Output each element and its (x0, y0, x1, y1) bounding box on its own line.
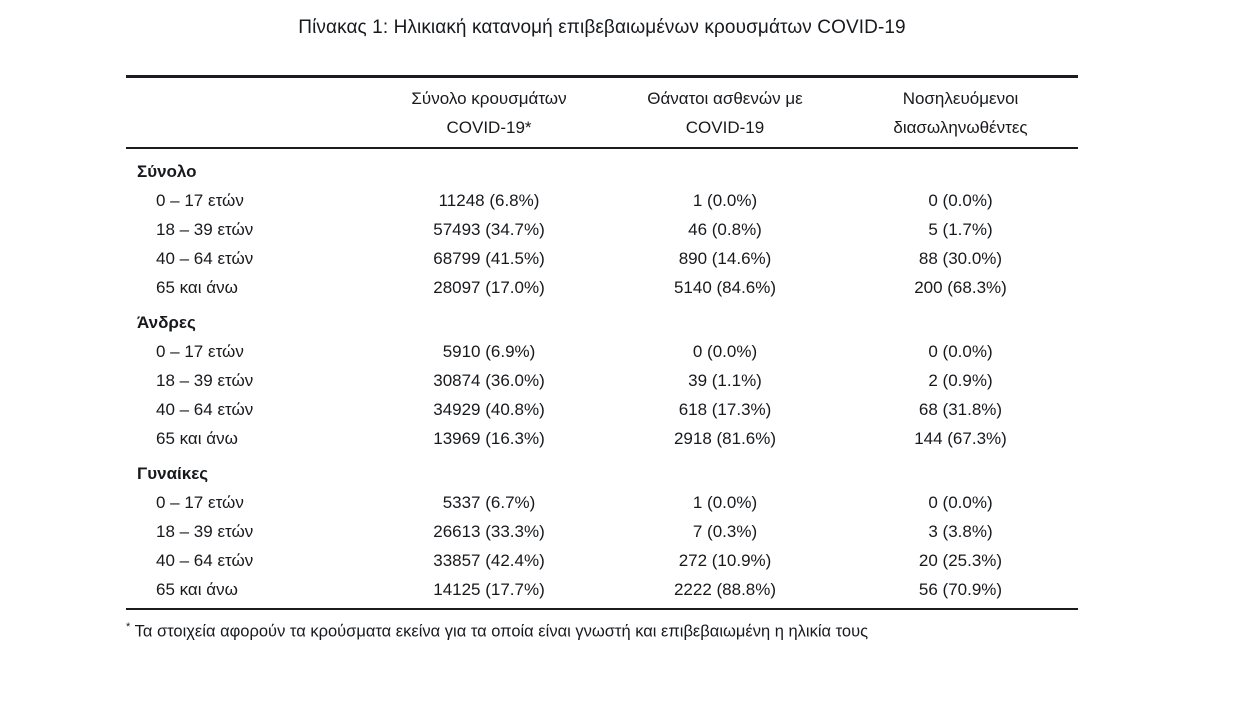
column-header-intubated: Νοσηλευόμενοι διασωληνωθέντες (843, 84, 1078, 142)
cases-cell: 5337 (6.7%) (442, 492, 536, 512)
column-header-line: Νοσηλευόμενοι (902, 89, 1019, 108)
section-label: Γυναίκες (137, 463, 209, 483)
table-document: Πίνακας 1: Ηλικιακή κατανομή επιβεβαιωμέ… (126, 14, 1078, 644)
header-spacer (126, 84, 371, 142)
row-label: 65 και άνω (156, 428, 238, 448)
table-body: Σύνολο 0 – 17 ετών 11248 (6.8%) 1 (0.0%)… (126, 149, 1078, 608)
cases-cell: 30874 (36.0%) (433, 370, 545, 390)
deaths-cell: 46 (0.8%) (688, 219, 762, 239)
intubated-cell: 0 (0.0%) (928, 190, 993, 210)
intubated-cell: 88 (30.0%) (918, 248, 1003, 268)
table-row: 65 και άνω 14125 (17.7%) 2222 (88.8%) 56… (126, 575, 1078, 604)
table-title: Πίνακας 1: Ηλικιακή κατανομή επιβεβαιωμέ… (298, 17, 906, 38)
cases-cell: 57493 (34.7%) (433, 219, 545, 239)
table-row: 0 – 17 ετών 5910 (6.9%) 0 (0.0%) 0 (0.0%… (126, 337, 1078, 366)
row-label: 40 – 64 ετών (156, 550, 254, 570)
intubated-cell: 200 (68.3%) (914, 277, 1007, 297)
table-row: 18 – 39 ετών 57493 (34.7%) 46 (0.8%) 5 (… (126, 215, 1078, 244)
section-row-men: Άνδρες (126, 308, 1078, 337)
table-header-row: Σύνολο κρουσμάτων COVID-19* Θάνατοι ασθε… (126, 78, 1078, 149)
deaths-cell: 618 (17.3%) (678, 399, 772, 419)
row-label: 65 και άνω (156, 277, 238, 297)
deaths-cell: 2918 (81.6%) (673, 428, 777, 448)
cases-cell: 11248 (6.8%) (438, 190, 540, 210)
deaths-cell: 2222 (88.8%) (673, 579, 777, 599)
table-row: 40 – 64 ετών 34929 (40.8%) 618 (17.3%) 6… (126, 395, 1078, 424)
row-label: 40 – 64 ετών (156, 399, 254, 419)
row-label: 18 – 39 ετών (156, 370, 254, 390)
table-row: 65 και άνω 28097 (17.0%) 5140 (84.6%) 20… (126, 273, 1078, 302)
deaths-cell: 1 (0.0%) (692, 492, 758, 512)
row-label: 40 – 64 ετών (156, 248, 254, 268)
deaths-cell: 890 (14.6%) (678, 248, 772, 268)
table-row: 18 – 39 ετών 26613 (33.3%) 7 (0.3%) 3 (3… (126, 517, 1078, 546)
intubated-cell: 20 (25.3%) (918, 550, 1003, 570)
deaths-cell: 7 (0.3%) (692, 521, 758, 541)
footnote-asterisk: * (126, 621, 131, 633)
cases-cell: 33857 (42.4%) (433, 550, 545, 570)
intubated-cell: 0 (0.0%) (928, 492, 993, 512)
row-label: 0 – 17 ετών (156, 492, 244, 512)
intubated-cell: 5 (1.7%) (928, 219, 993, 239)
deaths-cell: 272 (10.9%) (678, 550, 772, 570)
intubated-cell: 2 (0.9%) (928, 370, 993, 390)
deaths-cell: 5140 (84.6%) (673, 277, 777, 297)
column-header-cases: Σύνολο κρουσμάτων COVID-19* (371, 84, 607, 142)
section-row-total: Σύνολο (126, 157, 1078, 186)
intubated-cell: 3 (3.8%) (928, 521, 993, 541)
table-footnote: * Τα στοιχεία αφορούν τα κρούσματα εκείν… (126, 615, 1078, 644)
column-header-line: COVID-19 (685, 118, 765, 137)
row-label: 18 – 39 ετών (156, 521, 254, 541)
intubated-cell: 68 (31.8%) (918, 399, 1003, 419)
row-label: 18 – 39 ετών (156, 219, 254, 239)
column-header-line: Θάνατοι ασθενών με (647, 89, 803, 108)
footnote-text: Τα στοιχεία αφορούν τα κρούσματα εκείνα … (130, 622, 869, 641)
column-header-line: Σύνολο κρουσμάτων (411, 89, 567, 108)
column-header-line: COVID-19* (446, 118, 532, 137)
intubated-cell: 0 (0.0%) (928, 341, 993, 361)
column-header-line: διασωληνωθέντες (893, 118, 1028, 137)
cases-cell: 5910 (6.9%) (442, 341, 536, 361)
section-row-women: Γυναίκες (126, 459, 1078, 488)
cases-cell: 26613 (33.3%) (433, 521, 545, 541)
row-label: 0 – 17 ετών (156, 190, 244, 210)
deaths-cell: 39 (1.1%) (688, 370, 762, 390)
deaths-cell: 0 (0.0%) (692, 341, 758, 361)
table-row: 40 – 64 ετών 68799 (41.5%) 890 (14.6%) 8… (126, 244, 1078, 273)
table-row: 0 – 17 ετών 11248 (6.8%) 1 (0.0%) 0 (0.0… (126, 186, 1078, 215)
cases-cell: 13969 (16.3%) (433, 428, 545, 448)
cases-cell: 28097 (17.0%) (433, 277, 545, 297)
table-row: 18 – 39 ετών 30874 (36.0%) 39 (1.1%) 2 (… (126, 366, 1078, 395)
cases-cell: 14125 (17.7%) (433, 579, 545, 599)
intubated-cell: 144 (67.3%) (914, 428, 1007, 448)
age-distribution-table: Σύνολο κρουσμάτων COVID-19* Θάνατοι ασθε… (126, 75, 1078, 610)
cases-cell: 34929 (40.8%) (433, 399, 545, 419)
deaths-cell: 1 (0.0%) (692, 190, 758, 210)
column-header-deaths: Θάνατοι ασθενών με COVID-19 (607, 84, 843, 142)
table-row: 65 και άνω 13969 (16.3%) 2918 (81.6%) 14… (126, 424, 1078, 453)
table-row: 40 – 64 ετών 33857 (42.4%) 272 (10.9%) 2… (126, 546, 1078, 575)
cases-cell: 68799 (41.5%) (433, 248, 545, 268)
row-label: 65 και άνω (156, 579, 238, 599)
section-label: Άνδρες (137, 312, 196, 332)
intubated-cell: 56 (70.9%) (918, 579, 1003, 599)
row-label: 0 – 17 ετών (156, 341, 244, 361)
table-row: 0 – 17 ετών 5337 (6.7%) 1 (0.0%) 0 (0.0%… (126, 488, 1078, 517)
section-label: Σύνολο (137, 161, 197, 181)
